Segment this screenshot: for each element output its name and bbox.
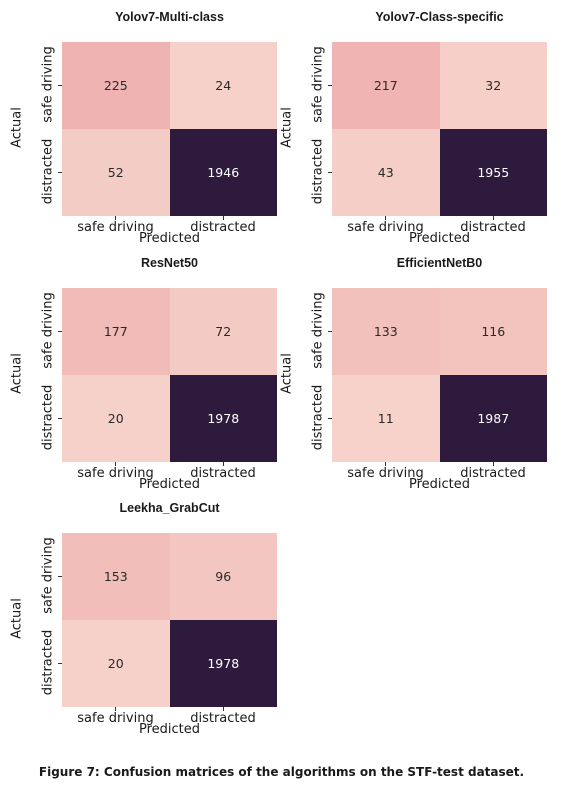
x-tick-mark (222, 216, 224, 220)
x-tick-label: safe driving (347, 220, 424, 235)
x-tick-label: distracted (460, 220, 526, 235)
heatmap-cell: 225 (62, 42, 170, 129)
y-tick-mark (328, 418, 332, 419)
x-tick-mark (115, 707, 116, 711)
heatmap-grid: 225 24 52 1946 safe driving distracted safe dr… (41, 42, 277, 235)
heatmap-cell: 11 (332, 375, 440, 462)
x-axis-label: Predicted (138, 231, 201, 246)
heatmap-grid: 133 116 11 1987 safe driving distracted safe d… (311, 288, 547, 481)
heatmap-cell: 153 (62, 533, 170, 620)
y-tick-mark (328, 331, 332, 332)
y-tick-label: safe driving (310, 46, 326, 123)
y-tick-label: safe driving (40, 46, 56, 123)
x-tick-label: safe driving (77, 711, 154, 726)
y-axis-label: Actual (9, 598, 25, 639)
y-tick-mark (58, 172, 62, 173)
x-tick-label: safe driving (77, 466, 154, 481)
x-axis-label: Predicted (138, 722, 201, 737)
heatmap-grid: 177 72 20 1978 safe driving distracted safe dr… (41, 288, 277, 481)
x-tick-mark (222, 707, 224, 711)
heatmap-cell: 52 (62, 129, 170, 216)
y-axis-label: Actual (9, 107, 25, 148)
x-tick-mark (385, 216, 386, 220)
heatmap-cell: 20 (62, 620, 170, 707)
panel-title: Yolov7-Class-specific (375, 10, 504, 24)
x-tick-label: distracted (460, 466, 526, 481)
panel-title: ResNet50 (141, 256, 198, 270)
y-tick-mark (58, 418, 62, 419)
heatmap-cell: 133 (332, 288, 440, 375)
y-tick-mark (328, 172, 332, 173)
heatmap-grid: 217 32 43 1955 safe driving distracted safe dr… (311, 42, 547, 235)
confusion-matrix-panel: ResNet50 177 72 20 1978 safe driving distracte… (5, 256, 277, 493)
y-tick-label: safe driving (40, 537, 56, 614)
heatmap-cell: 24 (169, 42, 277, 129)
y-tick-label: distracted (310, 138, 326, 205)
x-tick-label: safe driving (347, 466, 424, 481)
heatmap-cell: 20 (62, 375, 170, 462)
heatmap-cell: 96 (169, 533, 277, 620)
x-axis-label: Predicted (408, 231, 471, 246)
panel-title: Yolov7-Multi-class (115, 10, 224, 24)
heatmap-cell: 217 (332, 42, 440, 129)
heatmap-cell: 1946 (169, 129, 277, 216)
confusion-matrix-panel: Yolov7-Class-specific 217 32 43 1955 safe dri… (275, 10, 547, 247)
heatmap-cell: 116 (439, 288, 547, 375)
y-axis-label: Actual (279, 353, 295, 394)
y-tick-mark (328, 85, 332, 86)
y-axis-label: Actual (9, 353, 25, 394)
figure-caption: Figure 7: Confusion matrices of the algo… (38, 765, 525, 779)
heatmap-cell: 43 (332, 129, 440, 216)
y-tick-label: distracted (310, 384, 326, 451)
heatmap-cell: 1955 (439, 129, 547, 216)
heatmap-grid: 153 96 20 1978 safe driving distracted safe dr… (41, 533, 277, 726)
heatmap-cell: 1987 (439, 375, 547, 462)
y-tick-label: distracted (40, 384, 56, 451)
x-tick-mark (115, 462, 116, 466)
heatmap-cell: 1978 (169, 620, 277, 707)
x-tick-mark (492, 216, 494, 220)
x-tick-label: distracted (190, 711, 256, 726)
y-tick-label: safe driving (40, 292, 56, 369)
y-tick-mark (58, 85, 62, 86)
x-tick-mark (115, 216, 116, 220)
y-tick-label: safe driving (310, 292, 326, 369)
y-axis-label: Actual (279, 107, 295, 148)
x-tick-label: distracted (190, 220, 256, 235)
panel-title: Leekha_GrabCut (119, 501, 220, 515)
y-tick-mark (58, 331, 62, 332)
x-tick-label: safe driving (77, 220, 154, 235)
heatmap-cell: 177 (62, 288, 170, 375)
confusion-matrix-panel: Leekha_GrabCut 153 96 20 1978 safe driving dis… (5, 501, 277, 738)
panel-title: EfficientNetB0 (396, 256, 483, 270)
x-tick-mark (492, 462, 494, 466)
heatmap-cell: 32 (439, 42, 547, 129)
x-tick-mark (385, 462, 386, 466)
x-axis-label: Predicted (138, 477, 201, 492)
x-tick-label: distracted (190, 466, 256, 481)
y-tick-label: distracted (40, 629, 56, 696)
heatmap-cell: 72 (169, 288, 277, 375)
x-axis-label: Predicted (408, 477, 471, 492)
confusion-matrix-panel: Yolov7-Multi-class 225 24 52 1946 safe drivin… (5, 10, 277, 247)
y-tick-label: distracted (40, 138, 56, 205)
y-tick-mark (58, 576, 62, 577)
y-tick-mark (58, 663, 62, 664)
heatmap-cell: 1978 (169, 375, 277, 462)
x-tick-mark (222, 462, 224, 466)
confusion-matrix-panel: EfficientNetB0 133 116 11 1987 safe driving di… (275, 256, 547, 493)
